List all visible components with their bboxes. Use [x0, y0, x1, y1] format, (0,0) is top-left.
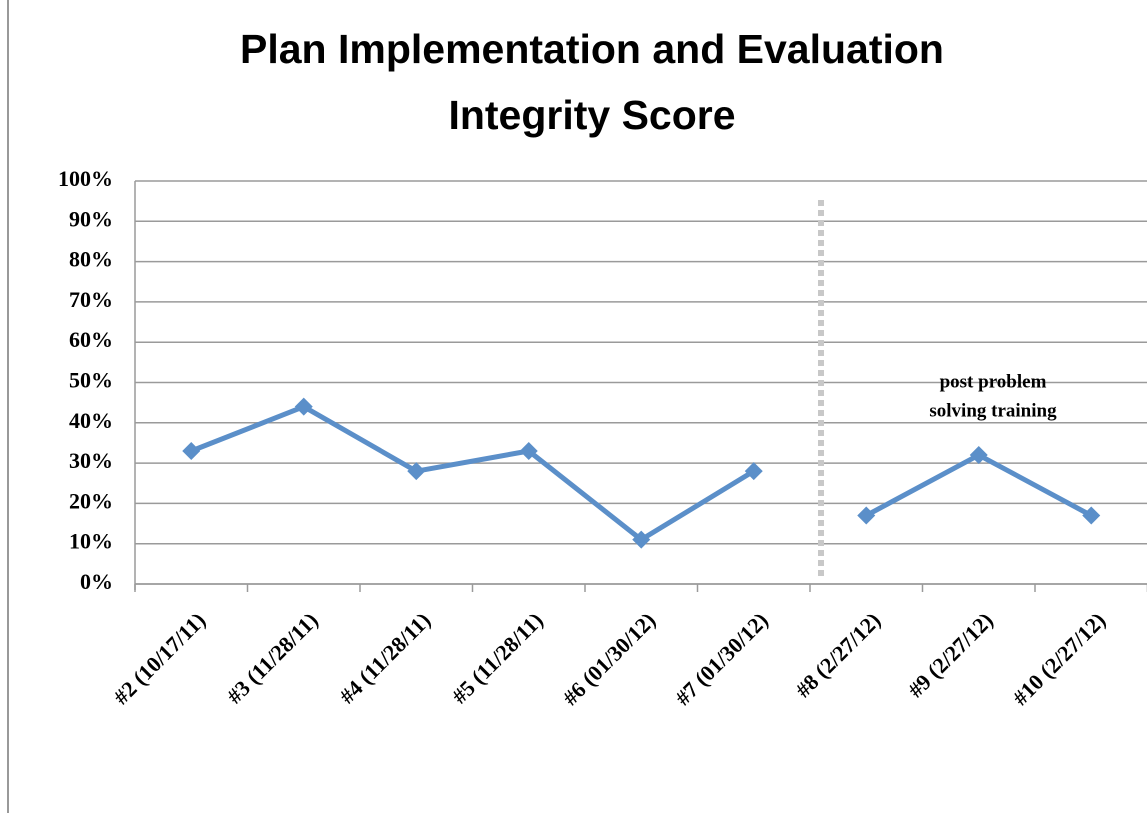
- y-tick-label: 30%: [69, 448, 113, 473]
- x-tick-label: #6 (01/30/12): [558, 607, 661, 710]
- x-tick-label: #8 (2/27/12): [790, 607, 885, 702]
- line-piece: [865, 452, 1093, 518]
- marker: [632, 530, 651, 549]
- annotation: solving training: [929, 400, 1057, 421]
- x-tick-label: #3 (11/28/11): [222, 607, 323, 708]
- y-tick-label: 50%: [69, 368, 113, 393]
- marker: [969, 446, 988, 465]
- x-tick-label: #5 (11/28/11): [447, 607, 548, 708]
- y-tick-label: 100%: [58, 166, 113, 191]
- line-piece: [190, 404, 756, 543]
- x-tick-label: #9 (2/27/12): [903, 607, 998, 702]
- chart-title: Plan Implementation and Evaluation: [240, 26, 944, 72]
- x-tick-label: #2 (10/17/11): [108, 607, 210, 709]
- x-tick-label: #10 (2/27/12): [1008, 607, 1111, 710]
- marker: [744, 462, 763, 481]
- marker: [519, 442, 538, 461]
- y-tick-label: 70%: [69, 287, 113, 312]
- y-tick-label: 40%: [69, 408, 113, 433]
- x-tick-label: #4 (11/28/11): [334, 607, 435, 708]
- y-tick-label: 80%: [69, 247, 113, 272]
- y-tick-label: 10%: [69, 529, 113, 554]
- y-tick-label: 90%: [69, 206, 113, 231]
- marker: [294, 397, 313, 416]
- y-tick-label: 0%: [80, 569, 113, 594]
- marker: [407, 462, 426, 481]
- y-tick-label: 60%: [69, 327, 113, 352]
- chart-title: Integrity Score: [448, 92, 735, 138]
- y-tick-label: 20%: [69, 488, 113, 513]
- x-tick-label: #7 (01/30/12): [670, 607, 773, 710]
- marker: [182, 442, 201, 461]
- marker: [857, 506, 876, 525]
- annotation: post problem: [940, 371, 1047, 392]
- marker: [1082, 506, 1101, 525]
